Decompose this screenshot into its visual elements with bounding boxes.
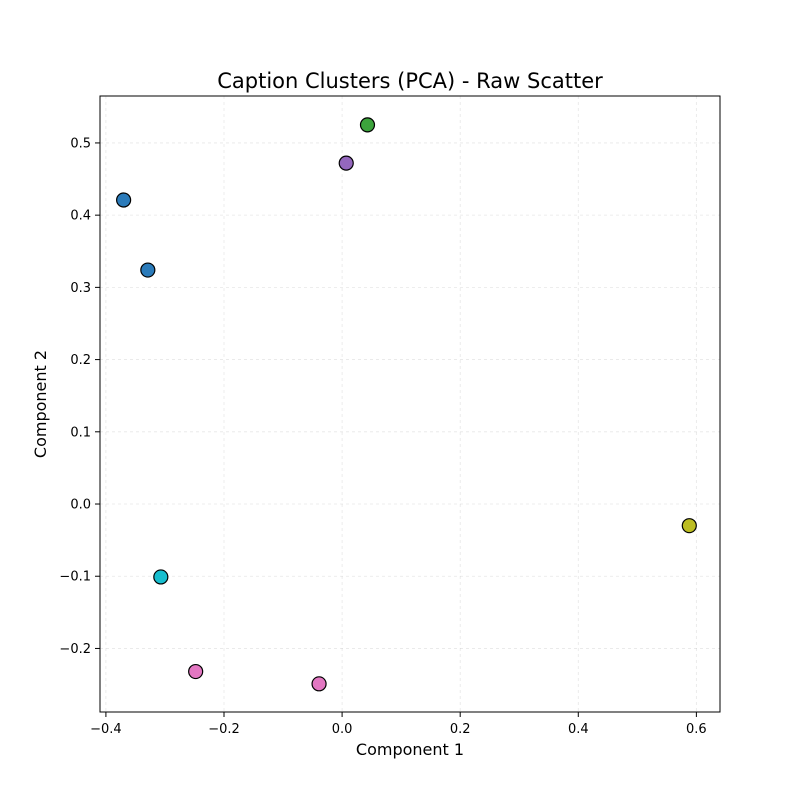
y-tick-label: −0.2 xyxy=(59,642,91,657)
data-point xyxy=(140,262,156,278)
y-tick-label: 0.0 xyxy=(70,498,91,513)
y-axis: −0.2 −0.1 0.0 0.1 0.2 0.3 0.4 0.5 xyxy=(59,136,100,657)
data-point xyxy=(116,192,132,208)
x-tick-label: 0.4 xyxy=(568,722,589,737)
x-tick-label: −0.4 xyxy=(90,722,122,737)
data-point xyxy=(681,518,697,534)
y-tick-label: 0.4 xyxy=(70,209,91,224)
y-tick-label: 0.5 xyxy=(70,136,91,151)
y-tick-label: −0.1 xyxy=(59,570,91,585)
x-tick-label: 0.2 xyxy=(450,722,471,737)
y-axis-label: Component 2 xyxy=(31,350,50,458)
data-point xyxy=(359,117,376,133)
x-axis-label: Component 1 xyxy=(356,740,464,759)
data-point xyxy=(153,569,169,585)
x-tick-label: 0.6 xyxy=(686,722,707,737)
data-point xyxy=(311,676,327,692)
data-points xyxy=(116,117,697,692)
plot-frame xyxy=(99,95,721,713)
x-tick-label: −0.2 xyxy=(208,722,240,737)
grid xyxy=(100,96,720,712)
data-point xyxy=(338,155,354,171)
y-tick-label: 0.2 xyxy=(70,353,91,368)
y-tick-label: 0.3 xyxy=(70,281,91,296)
x-axis: −0.4 −0.2 0.0 0.2 0.4 0.6 xyxy=(90,712,707,737)
chart-title: Caption Clusters (PCA) - Raw Scatter xyxy=(217,69,603,93)
x-tick-label: 0.0 xyxy=(332,722,353,737)
data-point xyxy=(188,663,204,680)
y-tick-label: 0.1 xyxy=(70,425,91,440)
